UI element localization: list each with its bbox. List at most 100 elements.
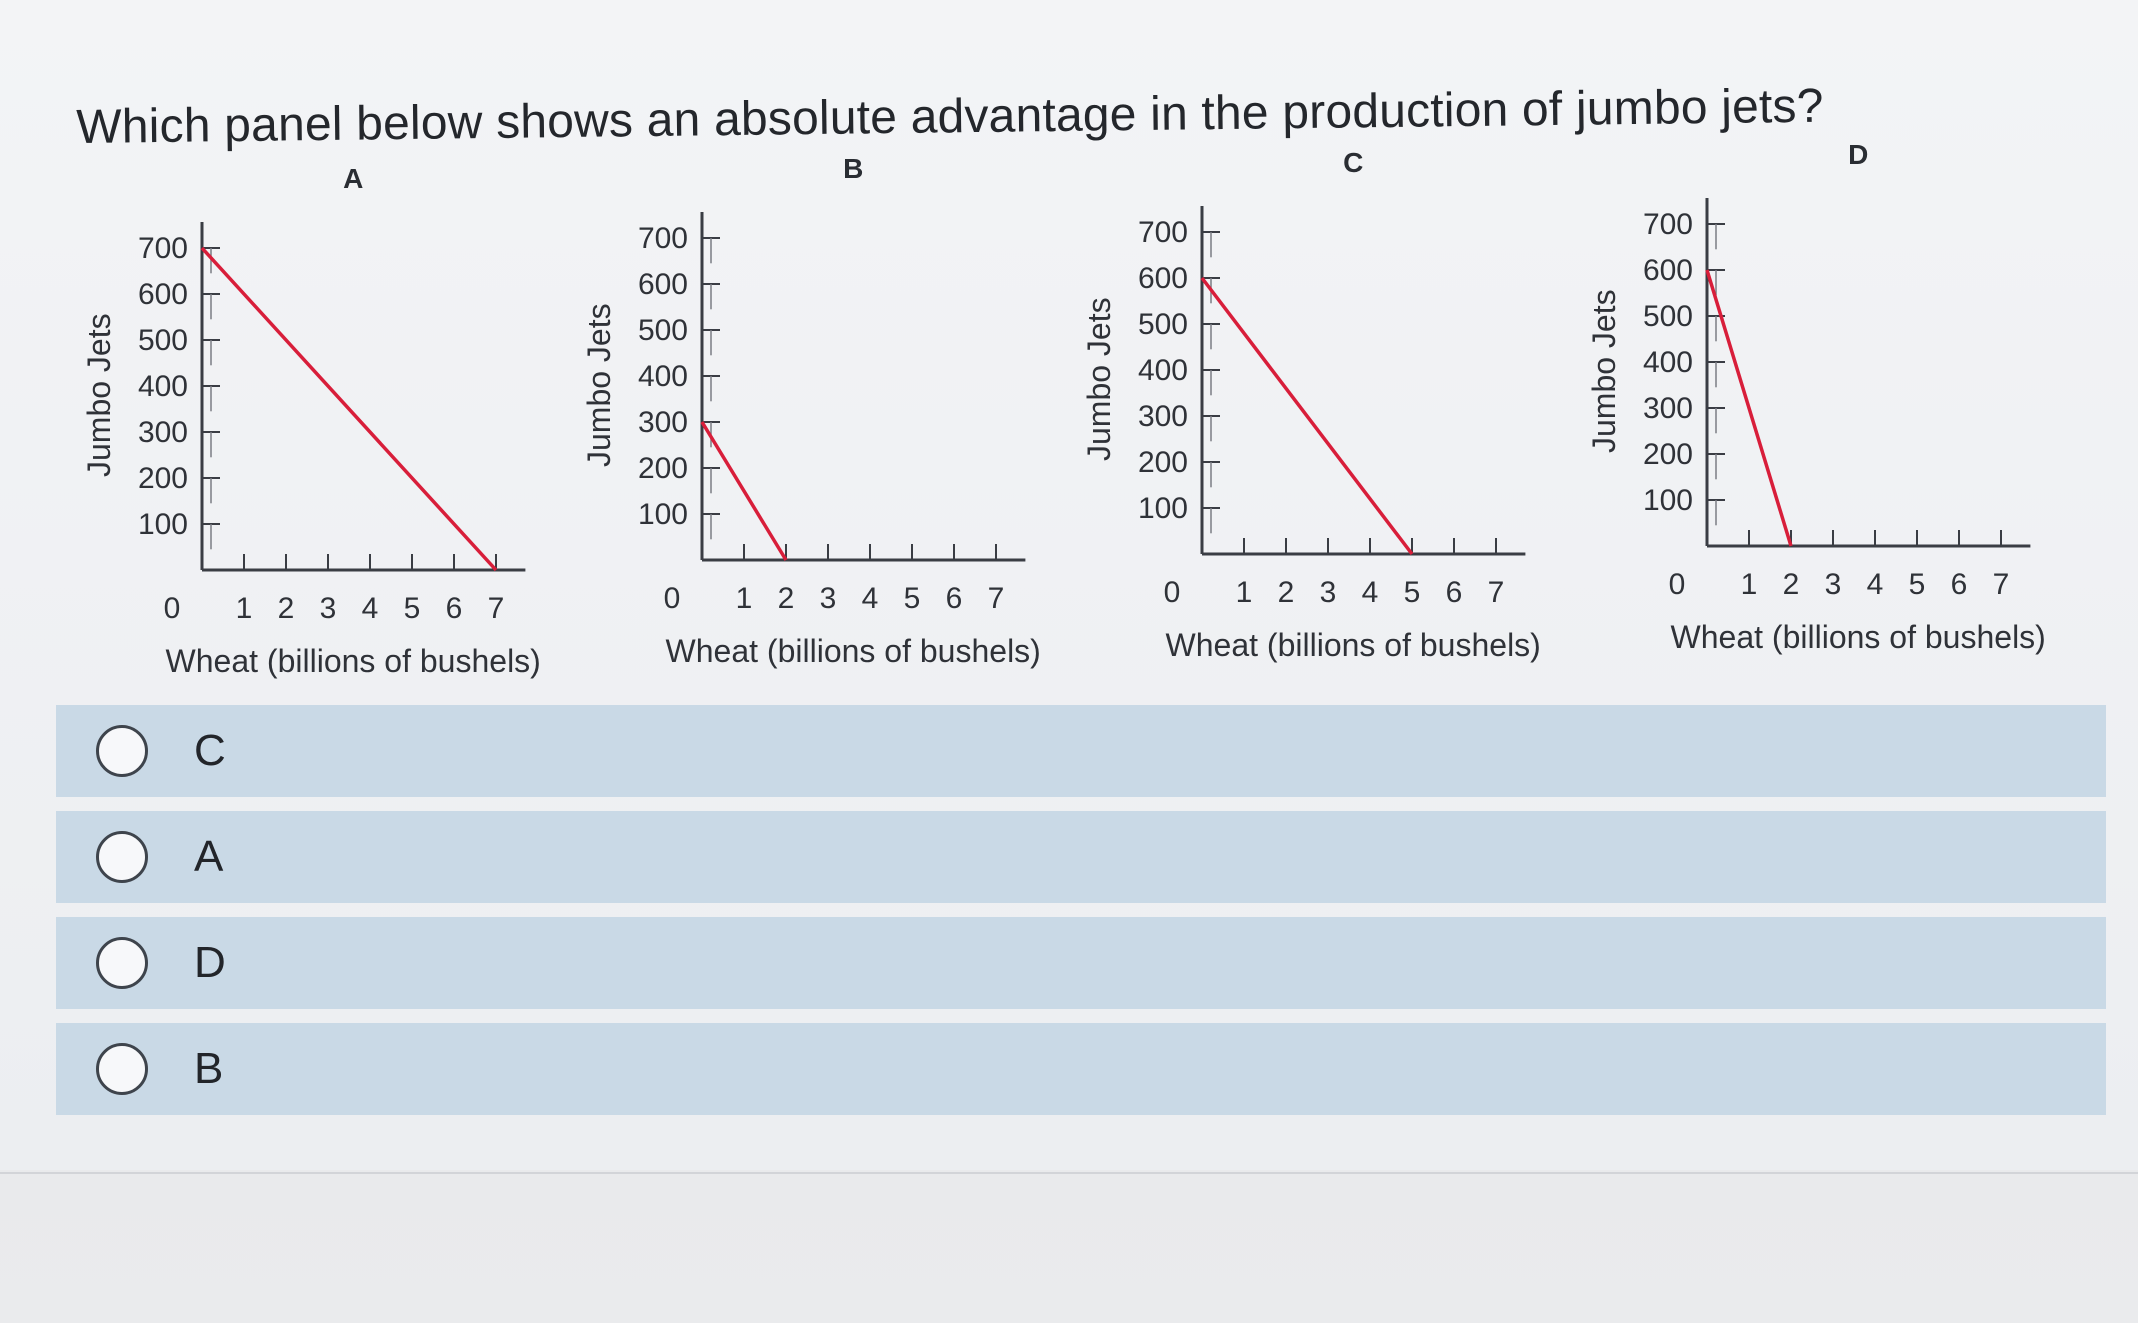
x-tick-label: 1 bbox=[1741, 568, 1758, 601]
x-tick-label: 5 bbox=[1909, 568, 1926, 601]
ppf-line bbox=[200, 246, 498, 572]
y-tick-label: 700 bbox=[638, 222, 688, 255]
option-label: A bbox=[194, 832, 224, 881]
panel-a: A 100 200 300 400 500 600 700 0 1 2 3 4 5 6 7 Wheat (bil… bbox=[70, 160, 570, 720]
y-axis-title: Jumbo Jets bbox=[1586, 289, 1622, 453]
option-label: B bbox=[194, 1044, 224, 1093]
y-tick-label: 700 bbox=[1643, 208, 1693, 241]
panel-d: D 100 200 300 400 500 600 700 0 1 2 3 4 5 6 7 Wheat (bil… bbox=[1575, 136, 2075, 696]
y-tick-label: 300 bbox=[1643, 392, 1693, 425]
x-tick-label: 5 bbox=[904, 582, 921, 615]
panel-label: C bbox=[1343, 147, 1363, 178]
panel-label: D bbox=[1848, 139, 1868, 170]
option-label: D bbox=[194, 938, 226, 987]
y-tick-label: 300 bbox=[138, 416, 188, 449]
ppf-line bbox=[1705, 269, 1793, 547]
y-tick-label: 700 bbox=[138, 232, 188, 265]
panel-c: C 100 200 300 400 500 600 700 0 1 2 3 4 5 6 7 Wheat (bil… bbox=[1070, 144, 1570, 704]
x-tick-label: 0 bbox=[1669, 568, 1686, 601]
y-tick-label: 300 bbox=[638, 406, 688, 439]
option-b[interactable]: B bbox=[56, 1023, 2106, 1115]
x-tick-label: 4 bbox=[1362, 576, 1379, 609]
x-tick-label: 4 bbox=[362, 592, 379, 625]
y-tick-label: 500 bbox=[138, 324, 188, 357]
x-tick-label: 3 bbox=[1320, 576, 1337, 609]
x-tick-label: 1 bbox=[736, 582, 753, 615]
x-tick-label: 3 bbox=[1825, 568, 1842, 601]
y-tick-label: 400 bbox=[638, 360, 688, 393]
y-tick-label: 400 bbox=[1138, 354, 1188, 387]
panel-a-chart: A 100 200 300 400 500 600 700 0 1 2 3 4 5 6 7 Wheat (bil… bbox=[81, 163, 541, 679]
x-tick-label: 6 bbox=[446, 592, 463, 625]
x-axis-title: Wheat (billions of bushels) bbox=[166, 643, 541, 679]
y-tick-label: 200 bbox=[138, 462, 188, 495]
y-tick-label: 100 bbox=[138, 508, 188, 541]
x-tick-label: 7 bbox=[988, 582, 1005, 615]
y-tick-label: 400 bbox=[1643, 346, 1693, 379]
y-tick-label: 500 bbox=[1643, 300, 1693, 333]
x-tick-label: 4 bbox=[862, 582, 879, 615]
x-tick-label: 2 bbox=[1278, 576, 1295, 609]
y-tick-label: 500 bbox=[638, 314, 688, 347]
x-tick-label: 7 bbox=[1993, 568, 2010, 601]
y-tick-label: 200 bbox=[1643, 438, 1693, 471]
x-tick-label: 7 bbox=[488, 592, 505, 625]
radio-circle-icon[interactable] bbox=[96, 1043, 148, 1095]
x-tick-label: 6 bbox=[946, 582, 963, 615]
x-axis-title: Wheat (billions of bushels) bbox=[666, 633, 1041, 669]
x-tick-label: 2 bbox=[278, 592, 295, 625]
y-tick-label: 600 bbox=[138, 278, 188, 311]
question-card: Which panel below shows an absolute adva… bbox=[0, 0, 2138, 1170]
radio-circle-icon[interactable] bbox=[96, 937, 148, 989]
x-tick-label: 4 bbox=[1867, 568, 1884, 601]
panel-label: B bbox=[843, 153, 863, 184]
y-tick-label: 600 bbox=[638, 268, 688, 301]
x-tick-label: 5 bbox=[404, 592, 421, 625]
option-d[interactable]: D bbox=[56, 917, 2106, 1009]
x-tick-label: 7 bbox=[1488, 576, 1505, 609]
x-tick-label: 3 bbox=[820, 582, 837, 615]
y-tick-label: 100 bbox=[638, 498, 688, 531]
x-tick-label: 0 bbox=[164, 592, 181, 625]
answer-options: C A D B bbox=[56, 705, 2106, 1129]
y-axis-title: Jumbo Jets bbox=[81, 313, 117, 477]
x-tick-label: 5 bbox=[1404, 576, 1421, 609]
option-a[interactable]: A bbox=[56, 811, 2106, 903]
x-tick-label: 2 bbox=[1783, 568, 1800, 601]
y-axis-title: Jumbo Jets bbox=[1081, 297, 1117, 461]
x-tick-label: 6 bbox=[1951, 568, 1968, 601]
panel-label: A bbox=[343, 163, 363, 194]
x-axis-title: Wheat (billions of bushels) bbox=[1166, 627, 1541, 663]
y-tick-label: 100 bbox=[1138, 492, 1188, 525]
x-tick-label: 2 bbox=[778, 582, 795, 615]
ppf-line bbox=[1200, 276, 1414, 556]
y-tick-label: 600 bbox=[1643, 254, 1693, 287]
y-tick-label: 700 bbox=[1138, 216, 1188, 249]
x-tick-label: 6 bbox=[1446, 576, 1463, 609]
y-tick-label: 400 bbox=[138, 370, 188, 403]
chart-panels: A 100 200 300 400 500 600 700 0 1 2 3 4 5 6 7 Wheat (bil… bbox=[70, 136, 2075, 720]
y-tick-label: 200 bbox=[1138, 446, 1188, 479]
x-tick-label: 1 bbox=[236, 592, 253, 625]
y-tick-label: 600 bbox=[1138, 262, 1188, 295]
y-axis-title: Jumbo Jets bbox=[581, 303, 617, 467]
x-tick-label: 1 bbox=[1236, 576, 1253, 609]
radio-circle-icon[interactable] bbox=[96, 725, 148, 777]
y-tick-label: 300 bbox=[1138, 400, 1188, 433]
y-tick-label: 200 bbox=[638, 452, 688, 485]
option-label: C bbox=[194, 726, 226, 775]
x-tick-label: 3 bbox=[320, 592, 337, 625]
panel-c-chart: C 100 200 300 400 500 600 700 0 1 2 3 4 5 6 7 Wheat (bil… bbox=[1081, 147, 1541, 663]
radio-circle-icon[interactable] bbox=[96, 831, 148, 883]
x-tick-label: 0 bbox=[1164, 576, 1181, 609]
x-axis-title: Wheat (billions of bushels) bbox=[1671, 619, 2046, 655]
y-tick-label: 500 bbox=[1138, 308, 1188, 341]
panel-b-chart: B 100 200 300 400 500 600 700 0 1 2 3 4 5 6 7 Wheat (bil… bbox=[581, 153, 1041, 669]
x-tick-label: 0 bbox=[664, 582, 681, 615]
y-tick-label: 100 bbox=[1643, 484, 1693, 517]
option-c[interactable]: C bbox=[56, 705, 2106, 797]
panel-d-chart: D 100 200 300 400 500 600 700 0 1 2 3 4 5 6 7 Wheat (bil… bbox=[1586, 139, 2046, 655]
ppf-line bbox=[700, 421, 788, 561]
panel-b: B 100 200 300 400 500 600 700 0 1 2 3 4 5 6 7 Wheat (bil… bbox=[570, 150, 1070, 710]
divider bbox=[0, 1172, 2138, 1174]
